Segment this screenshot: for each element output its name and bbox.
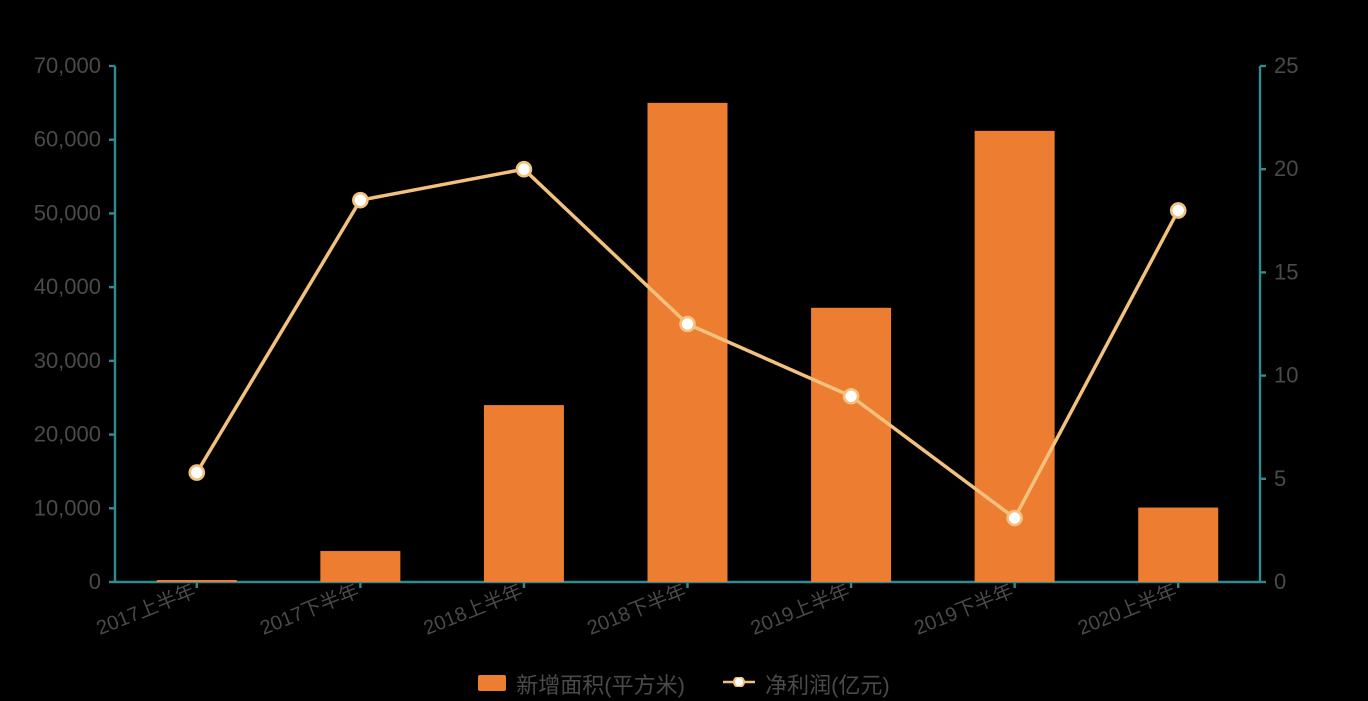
svg-text:60,000: 60,000	[34, 127, 101, 152]
svg-text:0: 0	[89, 569, 101, 594]
svg-text:25: 25	[1274, 53, 1298, 78]
svg-text:15: 15	[1274, 259, 1298, 284]
svg-text:40,000: 40,000	[34, 274, 101, 299]
svg-text:5: 5	[1274, 466, 1286, 491]
svg-text:30,000: 30,000	[34, 348, 101, 373]
svg-text:10,000: 10,000	[34, 495, 101, 520]
svg-text:20: 20	[1274, 156, 1298, 181]
svg-text:10: 10	[1274, 363, 1298, 388]
svg-text:0: 0	[1274, 569, 1286, 594]
svg-text:20,000: 20,000	[34, 422, 101, 447]
svg-text:70,000: 70,000	[34, 53, 101, 78]
svg-text:50,000: 50,000	[34, 200, 101, 225]
